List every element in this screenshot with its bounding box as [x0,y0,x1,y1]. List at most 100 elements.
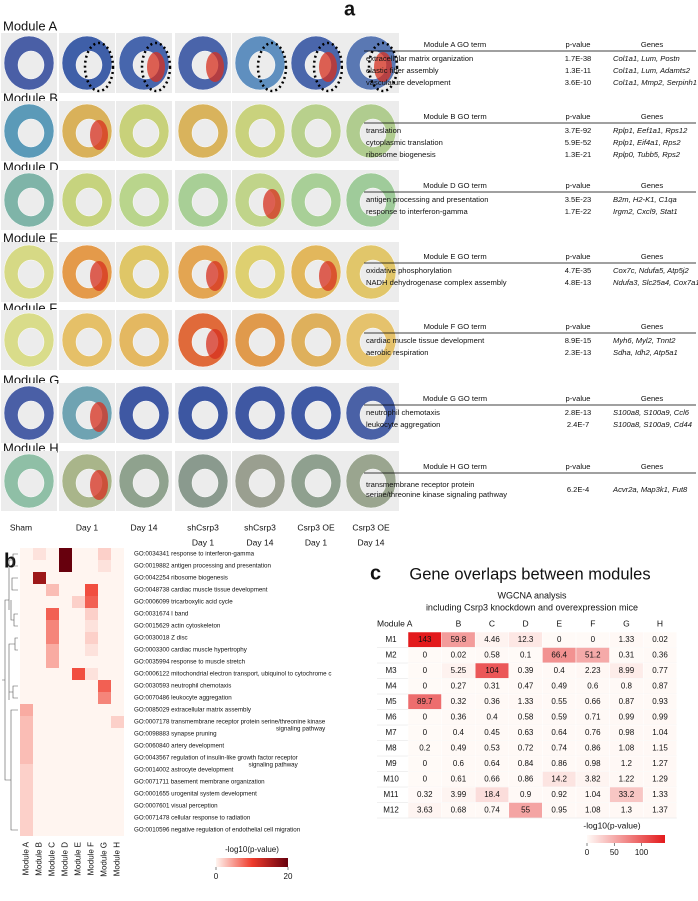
heatmap-cell [33,764,46,776]
heatmap-cell [33,572,46,584]
cell-value: 0.4 [554,666,566,675]
heatmap-cell [98,692,111,704]
heatmap-cell [98,704,111,716]
heatmap-cell [111,548,124,560]
p-value: 4.7E-35 [565,266,592,275]
heatmap-cell [72,692,85,704]
heatmap-cell [20,716,33,728]
cell-value: 5.25 [451,666,467,675]
p-value: 2.8E-13 [565,408,592,417]
column-header: B [456,618,462,628]
genes: S100a8, S100a9, Ccl6 [613,408,690,417]
cell-value: 0.55 [551,697,567,706]
cell-value: 0.87 [652,681,668,690]
tissue-section [177,453,229,509]
go-term: oxidative phosphorylation [366,266,452,275]
column-header: G [623,618,630,628]
heatmap-cell [33,812,46,824]
cell-value: 1.2 [621,759,633,768]
heatmap-cell [46,824,59,836]
heatmap-cell [59,788,72,800]
go-term: cardiac muscle tissue development [366,336,485,345]
cell-value: 0.36 [484,697,500,706]
cell-value: 0.59 [551,712,567,721]
cell-value: 0.98 [619,728,635,737]
go-term: signaling pathway [276,726,326,733]
cell-value: 0.66 [484,774,500,783]
heatmap-cell [111,740,124,752]
colorbar-tick-label: 0 [585,848,590,857]
heatmap-cell [46,596,59,608]
tissue-section [118,244,170,300]
go-term: serine/threonine kinase signaling pathwa… [366,490,507,499]
heatmap-cell [98,668,111,680]
table-header: Genes [641,394,664,403]
heatmap-cell [85,812,98,824]
cell-value: 0.32 [451,697,467,706]
heatmap-cell [72,596,85,608]
column-header: Module A [377,618,413,628]
heatmap-cell [20,548,33,560]
heatmap-cell [85,788,98,800]
go-term: transmembrane receptor protein [366,480,474,489]
heatmap-cell [20,596,33,608]
cell-value: 1.3 [621,805,633,814]
tissue-section [234,385,286,441]
row-label: M3 [385,666,397,675]
cell-value: 1.33 [518,697,534,706]
p-value: 3.5E-23 [565,195,592,204]
table-header: Module H GO term [423,462,487,471]
heatmap-cell [85,764,98,776]
heatmap-cell [98,752,111,764]
heatmap-cell [111,656,124,668]
cell-value: 0.99 [652,712,668,721]
heatmap-cell [20,656,33,668]
cell-value: 0.1 [520,650,532,659]
cell-value: 0.95 [551,805,567,814]
cell-value: 3.82 [585,774,601,783]
column-header: H [657,618,663,628]
heatmap-cell [98,824,111,836]
cell-value: 0.74 [551,743,567,752]
cell-value: 0.47 [518,681,534,690]
go-term: antigen processing and presentation [366,195,488,204]
tissue-section [177,103,229,159]
heatmap-cell [85,596,98,608]
heatmap-cell [46,776,59,788]
heatmap-cell [85,572,98,584]
table-header: Genes [641,252,664,261]
cell-value: 3.99 [451,790,467,799]
heatmap-cell [98,644,111,656]
tissue-hotspot [90,120,108,150]
heatmap-cell [46,560,59,572]
heatmap-cell [33,620,46,632]
heatmap-cell [59,764,72,776]
heatmap-cell [72,776,85,788]
go-term: extracellular matrix organization [366,54,473,63]
tissue-section [234,244,286,300]
table-header: p-value [566,394,591,403]
go-term: ribosome biogenesis [366,150,436,159]
heatmap-cell [111,632,124,644]
heatmap-cell [98,716,111,728]
heatmap-cell [85,776,98,788]
table-title: Gene overlaps between modules [409,565,650,583]
cell-value: 0 [423,712,428,721]
tissue-section [118,172,170,228]
condition-label: Day 1 [305,537,327,547]
colorbar-tick-label: 0 [214,872,219,881]
cell-value: 0.9 [520,790,532,799]
heatmap-cell [33,740,46,752]
column-header: F [590,618,595,628]
tissue-hotspot [206,52,224,82]
heatmap-cell [98,680,111,692]
column-label: Module F [87,842,96,875]
tissue-section [3,172,55,228]
heatmap-cell [85,704,98,716]
heatmap-cell [46,704,59,716]
heatmap-cell [59,800,72,812]
cell-value: 0.58 [484,650,500,659]
heatmap-cell [111,692,124,704]
genes: Cox7c, Ndufa5, Atp5j2 [613,266,689,275]
table-header: Module F GO term [424,322,487,331]
